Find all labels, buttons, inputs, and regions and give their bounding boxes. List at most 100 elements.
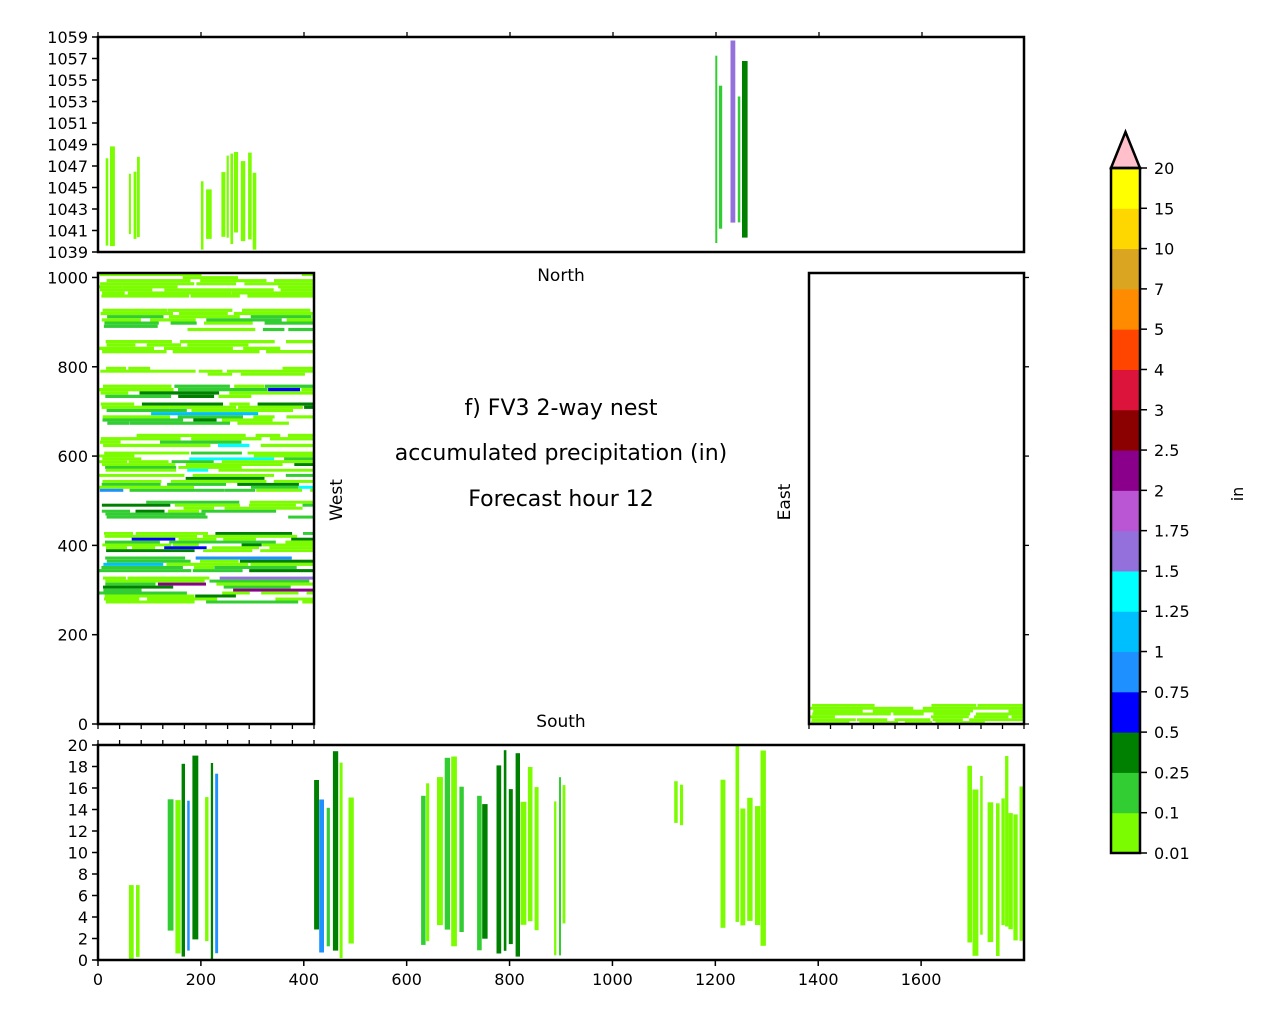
precip-cell: [229, 402, 250, 406]
precip-cell: [106, 515, 208, 519]
south-xtick-label: 200: [186, 970, 217, 989]
precip-cell: [98, 285, 123, 289]
precip-cell: [233, 588, 314, 592]
colorbar-tick-label: 0.1: [1154, 804, 1179, 823]
precip-cell: [128, 460, 169, 464]
precip-cell: [172, 350, 260, 354]
west-precip-feature-8: [98, 384, 314, 398]
precip-field-east: [809, 703, 1024, 724]
precip-cell: [200, 559, 239, 563]
precip-cell: [287, 433, 314, 438]
precip-cell: [286, 415, 314, 419]
precip-cell: [230, 153, 234, 245]
precip-cell: [720, 779, 726, 928]
south-xtick-label: 1400: [798, 970, 839, 989]
precip-cell: [421, 795, 426, 945]
precip-cell: [196, 282, 237, 286]
precip-cell: [192, 755, 199, 940]
precip-cell: [178, 537, 217, 541]
precip-cell: [268, 388, 301, 392]
north-precip-feature-3: [226, 152, 257, 250]
precip-cell: [106, 343, 136, 347]
colorbar-tick-label: 15: [1154, 199, 1174, 218]
precip-cell: [559, 777, 561, 956]
precip-cell: [203, 534, 298, 538]
south-xtick-label: 1200: [695, 970, 736, 989]
precip-cell: [191, 451, 242, 455]
precip-cell: [105, 394, 172, 398]
south-xtick-label: 800: [494, 970, 525, 989]
precip-cell: [252, 172, 257, 250]
precip-cell: [266, 350, 314, 354]
precip-cell: [135, 532, 208, 535]
precip-cell: [167, 799, 174, 931]
precip-cell: [284, 457, 314, 461]
south-ytick-label: 6: [78, 887, 88, 906]
colorbar-tick-label: 10: [1154, 240, 1174, 259]
south-precip-feature-3: [720, 745, 766, 946]
precip-cell: [339, 762, 343, 959]
precip-cell: [172, 543, 199, 547]
north-precip-feature-0: [715, 40, 748, 244]
precip-cell: [215, 532, 293, 535]
precip-cell: [227, 369, 314, 373]
panel-east: [807, 271, 1026, 726]
precip-cell: [102, 463, 176, 466]
colorbar-segment: [1111, 772, 1140, 814]
precip-cell: [248, 152, 252, 240]
precip-cell: [204, 321, 253, 325]
precip-cell: [103, 384, 172, 388]
precip-cell: [520, 801, 527, 925]
precip-cell: [922, 706, 1024, 710]
precip-cell: [100, 391, 129, 395]
precip-cell: [104, 534, 197, 538]
precip-cell: [128, 366, 151, 370]
precip-cell: [179, 311, 228, 316]
precip-cell: [312, 315, 314, 319]
colorbar-frame: [1109, 166, 1142, 855]
north-ytick-label: 1055: [47, 71, 88, 90]
precip-cell: [229, 391, 314, 395]
precip-cell: [169, 315, 240, 319]
precip-cell: [103, 588, 142, 592]
precip-cell: [106, 559, 191, 563]
precip-cell: [218, 394, 252, 398]
west-precip-feature-9: [100, 366, 314, 376]
precip-cell: [105, 582, 156, 586]
precip-cell: [218, 443, 250, 448]
precip-cell: [103, 576, 126, 580]
colorbar-segment: [1111, 450, 1140, 491]
precip-cell: [250, 315, 312, 319]
precip-cell: [180, 340, 275, 344]
precip-cell: [105, 512, 206, 516]
precip-cell: [715, 55, 718, 244]
colorbar-tick-label: 1.75: [1154, 522, 1190, 541]
colorbar-segment: [1111, 651, 1140, 693]
precip-cell: [459, 786, 464, 932]
precip-cell: [735, 745, 740, 922]
precip-cell: [101, 509, 130, 513]
west-ytick-label: 200: [57, 626, 88, 645]
precip-field-south: [128, 745, 1024, 960]
north-ytick-label: 1047: [47, 157, 88, 176]
title-line-3: Forecast hour 12: [468, 487, 653, 512]
precip-cell: [262, 543, 314, 547]
precip-cell: [444, 757, 450, 930]
south-xtick-label: 1600: [901, 970, 942, 989]
precip-cell: [221, 418, 273, 422]
precip-cell: [740, 808, 746, 926]
figure-title: f) FV3 2-way nest accumulated precipitat…: [395, 396, 728, 512]
precip-cell: [251, 485, 299, 489]
precip-cell: [894, 718, 931, 722]
south-precip-feature-4: [967, 756, 1024, 956]
colorbar-segment: [1111, 168, 1140, 209]
precip-cell: [191, 437, 262, 441]
precip-cell: [747, 797, 753, 921]
precip-cell: [105, 466, 177, 469]
precip-cell: [974, 715, 1009, 719]
precip-cell: [264, 321, 314, 325]
precip-cell: [237, 482, 299, 486]
west-precip-feature-4: [98, 473, 314, 492]
precip-cell: [249, 569, 314, 573]
